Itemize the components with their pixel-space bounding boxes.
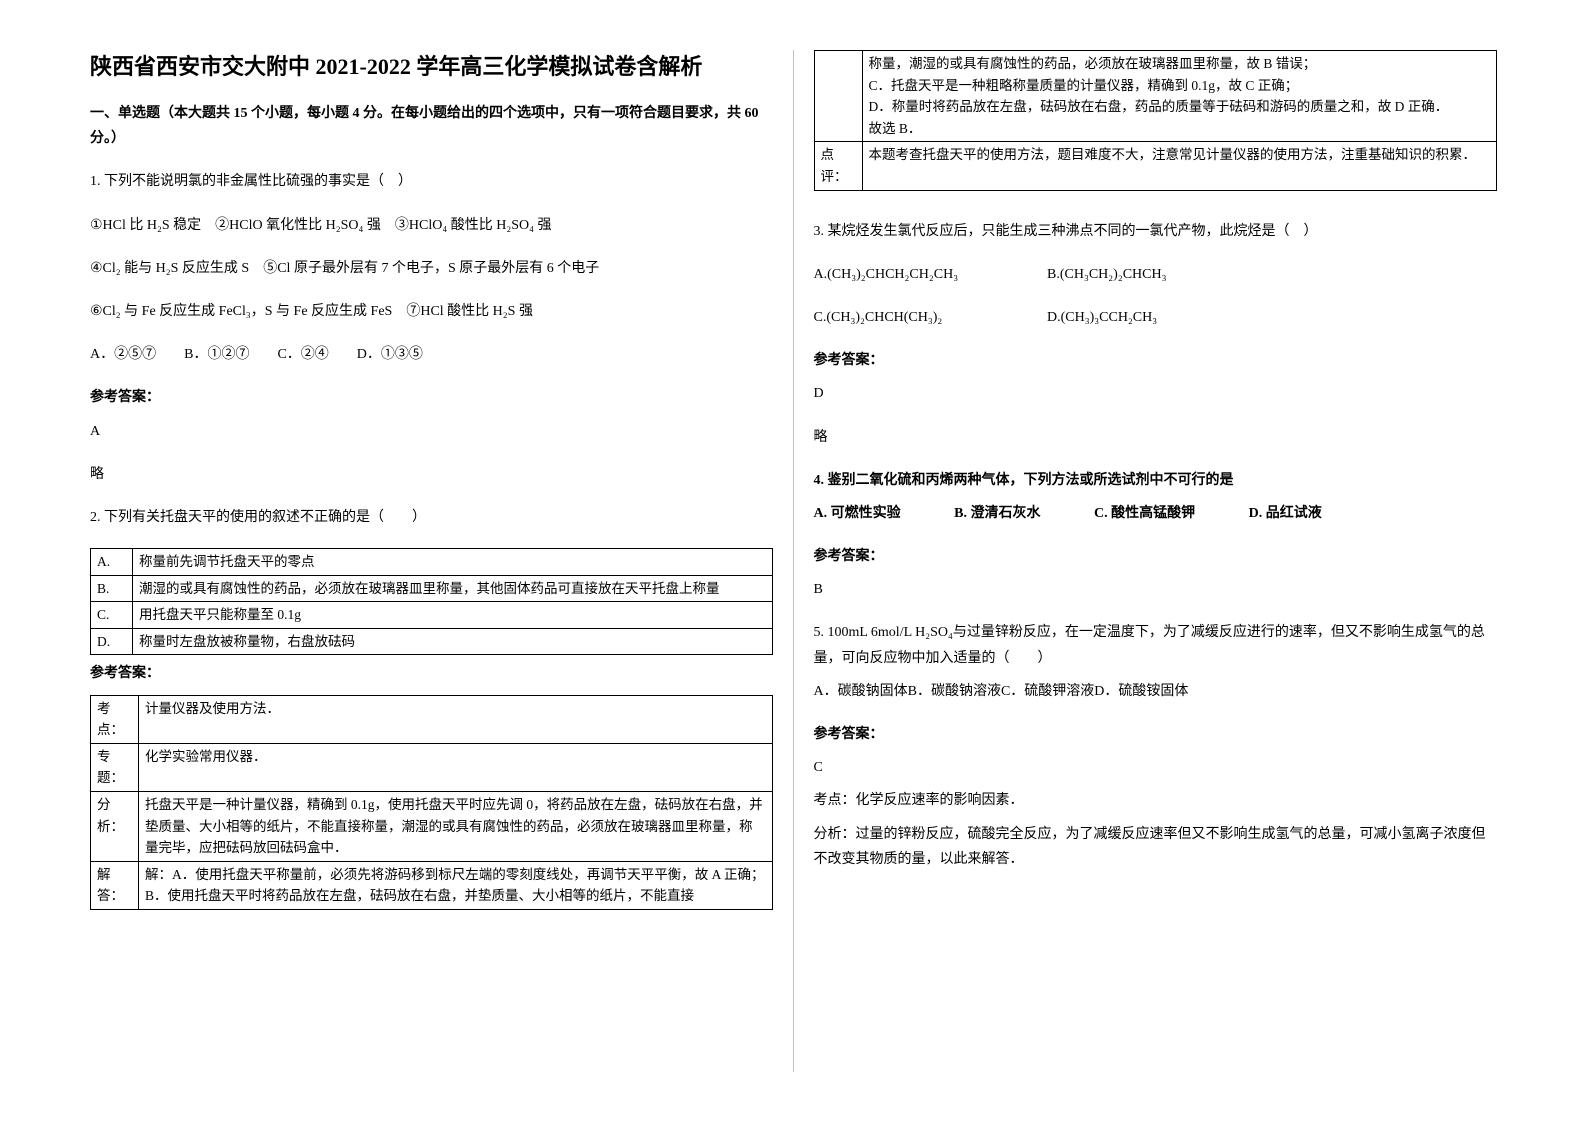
- kv-val: 解：A．使用托盘天平称量前，必须先将游码移到标尺左端的零刻度线处，再调节天平平衡…: [139, 861, 773, 909]
- kv-key: [814, 51, 862, 142]
- q5-answer: C: [814, 755, 1498, 780]
- q1-line3: ⑥Cl₂ 与 Fe 反应生成 FeCl₃，S 与 Fe 反应生成 FeS ⑦HC…: [90, 299, 773, 324]
- q4-optA: A. 可燃性实验: [814, 501, 901, 526]
- q1-line2: ④Cl₂ 能与 H₂S 反应生成 S ⑤Cl 原子最外层有 7 个电子，S 原子…: [90, 256, 773, 281]
- table-row: C. 用托盘天平只能称量至 0.1g: [91, 602, 773, 629]
- q2-answer-label: 参考答案：: [90, 661, 773, 686]
- q5-kaodian: 考点：化学反应速率的影响因素．: [814, 788, 1498, 813]
- q4-optB: B. 澄清石灰水: [954, 501, 1040, 526]
- kv-val: 托盘天平是一种计量仪器，精确到 0.1g，使用托盘天平时应先调 0，将药品放在左…: [139, 792, 773, 862]
- q3-answer-label: 参考答案：: [814, 348, 1498, 373]
- q2-analysis-table-part1: 考点： 计量仪器及使用方法． 专题： 化学实验常用仪器． 分析： 托盘天平是一种…: [90, 695, 773, 910]
- q3-opts-line2: C.(CH₃)₂CHCH(CH₃)₂ D.(CH₃)₃CCH₂CH₃: [814, 305, 1498, 330]
- q4-stem: 4. 鉴别二氧化硫和丙烯两种气体，下列方法或所选试剂中不可行的是: [814, 468, 1498, 493]
- table-row: 解答： 解：A．使用托盘天平称量前，必须先将游码移到标尺左端的零刻度线处，再调节…: [91, 861, 773, 909]
- table-row: 专题： 化学实验常用仪器．: [91, 743, 773, 791]
- q3-answer: D: [814, 381, 1498, 406]
- q3-optB: B.(CH₃CH₂)₂CHCH₃: [1047, 267, 1166, 282]
- kv-val: 化学实验常用仪器．: [139, 743, 773, 791]
- q3-optC: C.(CH₃)₂CHCH(CH₃)₂: [814, 305, 1044, 330]
- kv-key: 专题：: [91, 743, 139, 791]
- opt-label: C.: [91, 602, 133, 629]
- q5-options: A．碳酸钠固体B．碳酸钠溶液C．硫酸钾溶液D．硫酸铵固体: [814, 679, 1498, 704]
- q1-stem: 1. 下列不能说明氯的非金属性比硫强的事实是（ ）: [90, 169, 773, 194]
- q4-optD: D. 品红试液: [1249, 501, 1322, 526]
- right-column: 称量，潮湿的或具有腐蚀性的药品，必须放在玻璃器皿里称量，故 B 错误； C．托盘…: [794, 50, 1518, 1072]
- opt-text: 潮湿的或具有腐蚀性的药品，必须放在玻璃器皿里称量，其他固体药品可直接放在天平托盘…: [133, 575, 773, 602]
- q1-explanation: 略: [90, 462, 773, 487]
- kv-key: 考点：: [91, 695, 139, 743]
- q4-answer-label: 参考答案：: [814, 544, 1498, 569]
- kv-val: 称量，潮湿的或具有腐蚀性的药品，必须放在玻璃器皿里称量，故 B 错误； C．托盘…: [862, 51, 1497, 142]
- table-row: D. 称量时左盘放被称量物，右盘放砝码: [91, 628, 773, 655]
- opt-text: 称量时左盘放被称量物，右盘放砝码: [133, 628, 773, 655]
- table-row: B. 潮湿的或具有腐蚀性的药品，必须放在玻璃器皿里称量，其他固体药品可直接放在天…: [91, 575, 773, 602]
- q3-optD: D.(CH₃)₃CCH₂CH₃: [1047, 310, 1157, 325]
- q2-analysis-table-part2: 称量，潮湿的或具有腐蚀性的药品，必须放在玻璃器皿里称量，故 B 错误； C．托盘…: [814, 50, 1498, 191]
- q5-answer-label: 参考答案：: [814, 722, 1498, 747]
- opt-label: A.: [91, 549, 133, 576]
- opt-text: 称量前先调节托盘天平的零点: [133, 549, 773, 576]
- doc-title: 陕西省西安市交大附中 2021-2022 学年高三化学模拟试卷含解析: [90, 50, 773, 83]
- q5-fenxi: 分析：过量的锌粉反应，硫酸完全反应，为了减缓反应速率但又不影响生成氢气的总量，可…: [814, 822, 1498, 872]
- q3-opts-line1: A.(CH₃)₂CHCH₂CH₂CH₃ B.(CH₃CH₂)₂CHCH₃: [814, 262, 1498, 287]
- kv-key: 分析：: [91, 792, 139, 862]
- opt-label: B.: [91, 575, 133, 602]
- q3-stem: 3. 某烷烃发生氯代反应后，只能生成三种沸点不同的一氯代产物，此烷烃是（ ）: [814, 219, 1498, 244]
- section-intro: 一、单选题（本大题共 15 个小题，每小题 4 分。在每小题给出的四个选项中，只…: [90, 101, 773, 151]
- table-row: 称量，潮湿的或具有腐蚀性的药品，必须放在玻璃器皿里称量，故 B 错误； C．托盘…: [814, 51, 1497, 142]
- table-row: A. 称量前先调节托盘天平的零点: [91, 549, 773, 576]
- q1-options: A．②⑤⑦ B．①②⑦ C．②④ D．①③⑤: [90, 342, 773, 367]
- table-row: 考点： 计量仪器及使用方法．: [91, 695, 773, 743]
- q4-optC: C. 酸性高锰酸钾: [1094, 501, 1195, 526]
- kv-key: 解答：: [91, 861, 139, 909]
- table-row: 分析： 托盘天平是一种计量仪器，精确到 0.1g，使用托盘天平时应先调 0，将药…: [91, 792, 773, 862]
- kv-key: 点评：: [814, 142, 862, 190]
- kv-val: 计量仪器及使用方法．: [139, 695, 773, 743]
- q4-options: A. 可燃性实验 B. 澄清石灰水 C. 酸性高锰酸钾 D. 品红试液: [814, 501, 1498, 526]
- kv-val: 本题考查托盘天平的使用方法，题目难度不大，注意常见计量仪器的使用方法，注重基础知…: [862, 142, 1497, 190]
- q1-line1: ①HCl 比 H₂S 稳定 ②HClO 氧化性比 H₂SO₄ 强 ③HClO₄ …: [90, 213, 773, 238]
- q3-optA: A.(CH₃)₂CHCH₂CH₂CH₃: [814, 262, 1044, 287]
- table-row: 点评： 本题考查托盘天平的使用方法，题目难度不大，注意常见计量仪器的使用方法，注…: [814, 142, 1497, 190]
- q1-answer: A: [90, 419, 773, 444]
- q4-answer: B: [814, 577, 1498, 602]
- opt-label: D.: [91, 628, 133, 655]
- left-column: 陕西省西安市交大附中 2021-2022 学年高三化学模拟试卷含解析 一、单选题…: [70, 50, 794, 1072]
- q2-options-table: A. 称量前先调节托盘天平的零点 B. 潮湿的或具有腐蚀性的药品，必须放在玻璃器…: [90, 548, 773, 655]
- q2-stem: 2. 下列有关托盘天平的使用的叙述不正确的是（ ）: [90, 505, 773, 530]
- q5-stem: 5. 100mL 6mol/L H₂SO₄与过量锌粉反应，在一定温度下，为了减缓…: [814, 620, 1498, 670]
- q3-explanation: 略: [814, 425, 1498, 450]
- q1-answer-label: 参考答案：: [90, 385, 773, 410]
- opt-text: 用托盘天平只能称量至 0.1g: [133, 602, 773, 629]
